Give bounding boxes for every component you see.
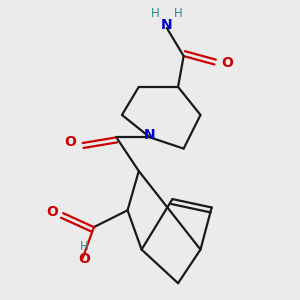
Text: O: O [46, 205, 58, 219]
Text: H: H [80, 240, 88, 253]
Text: O: O [78, 252, 90, 266]
Text: H: H [151, 8, 160, 20]
Text: N: N [144, 128, 156, 142]
Text: N: N [161, 18, 172, 32]
Text: O: O [221, 56, 233, 70]
Text: H: H [174, 8, 182, 20]
Text: O: O [64, 135, 76, 148]
